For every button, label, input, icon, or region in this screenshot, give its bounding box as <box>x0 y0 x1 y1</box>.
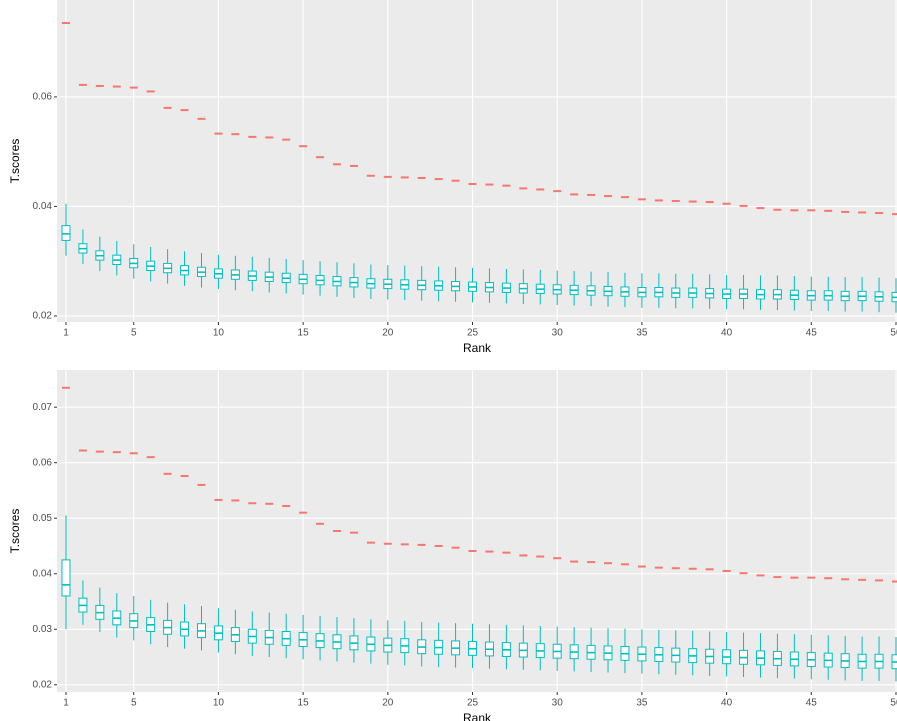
y-tick-label: 0.07 <box>33 402 53 413</box>
x-tick-label: 30 <box>552 328 564 339</box>
x-tick-label: 15 <box>298 328 310 339</box>
y-tick-label: 0.04 <box>33 568 53 579</box>
y-tick-label: 0.02 <box>33 679 53 690</box>
x-tick-label: 20 <box>382 328 394 339</box>
x-axis-title: Rank <box>463 711 492 721</box>
box <box>62 560 70 596</box>
figure: 0.020.040.0615101520253035404550RankT.sc… <box>0 0 897 721</box>
y-tick-label: 0.02 <box>33 311 53 322</box>
y-axis-title: T.scores <box>8 139 22 184</box>
y-axis-title: T.scores <box>8 509 22 554</box>
y-tick-label: 0.03 <box>33 624 53 635</box>
panel: 0.020.040.0615101520253035404550RankT.sc… <box>8 0 897 355</box>
x-tick-label: 1 <box>63 698 69 709</box>
x-tick-label: 30 <box>552 698 564 709</box>
x-tick-label: 40 <box>721 328 733 339</box>
y-tick-label: 0.06 <box>33 92 53 103</box>
x-tick-label: 50 <box>890 698 897 709</box>
x-tick-label: 10 <box>213 328 225 339</box>
x-tick-label: 35 <box>636 698 648 709</box>
x-tick-label: 10 <box>213 698 225 709</box>
box <box>62 226 70 241</box>
y-tick-label: 0.04 <box>33 201 53 212</box>
x-tick-label: 45 <box>806 698 818 709</box>
x-tick-label: 50 <box>890 328 897 339</box>
x-tick-label: 40 <box>721 698 733 709</box>
x-tick-label: 5 <box>131 328 137 339</box>
y-tick-label: 0.05 <box>33 513 53 524</box>
x-tick-label: 45 <box>806 328 818 339</box>
y-tick-label: 0.06 <box>33 457 53 468</box>
x-axis-title: Rank <box>463 341 492 355</box>
x-tick-label: 1 <box>63 328 69 339</box>
x-tick-label: 5 <box>131 698 137 709</box>
x-tick-label: 25 <box>467 328 479 339</box>
x-tick-label: 35 <box>636 328 648 339</box>
x-tick-label: 20 <box>382 698 394 709</box>
x-tick-label: 15 <box>298 698 310 709</box>
x-tick-label: 25 <box>467 698 479 709</box>
